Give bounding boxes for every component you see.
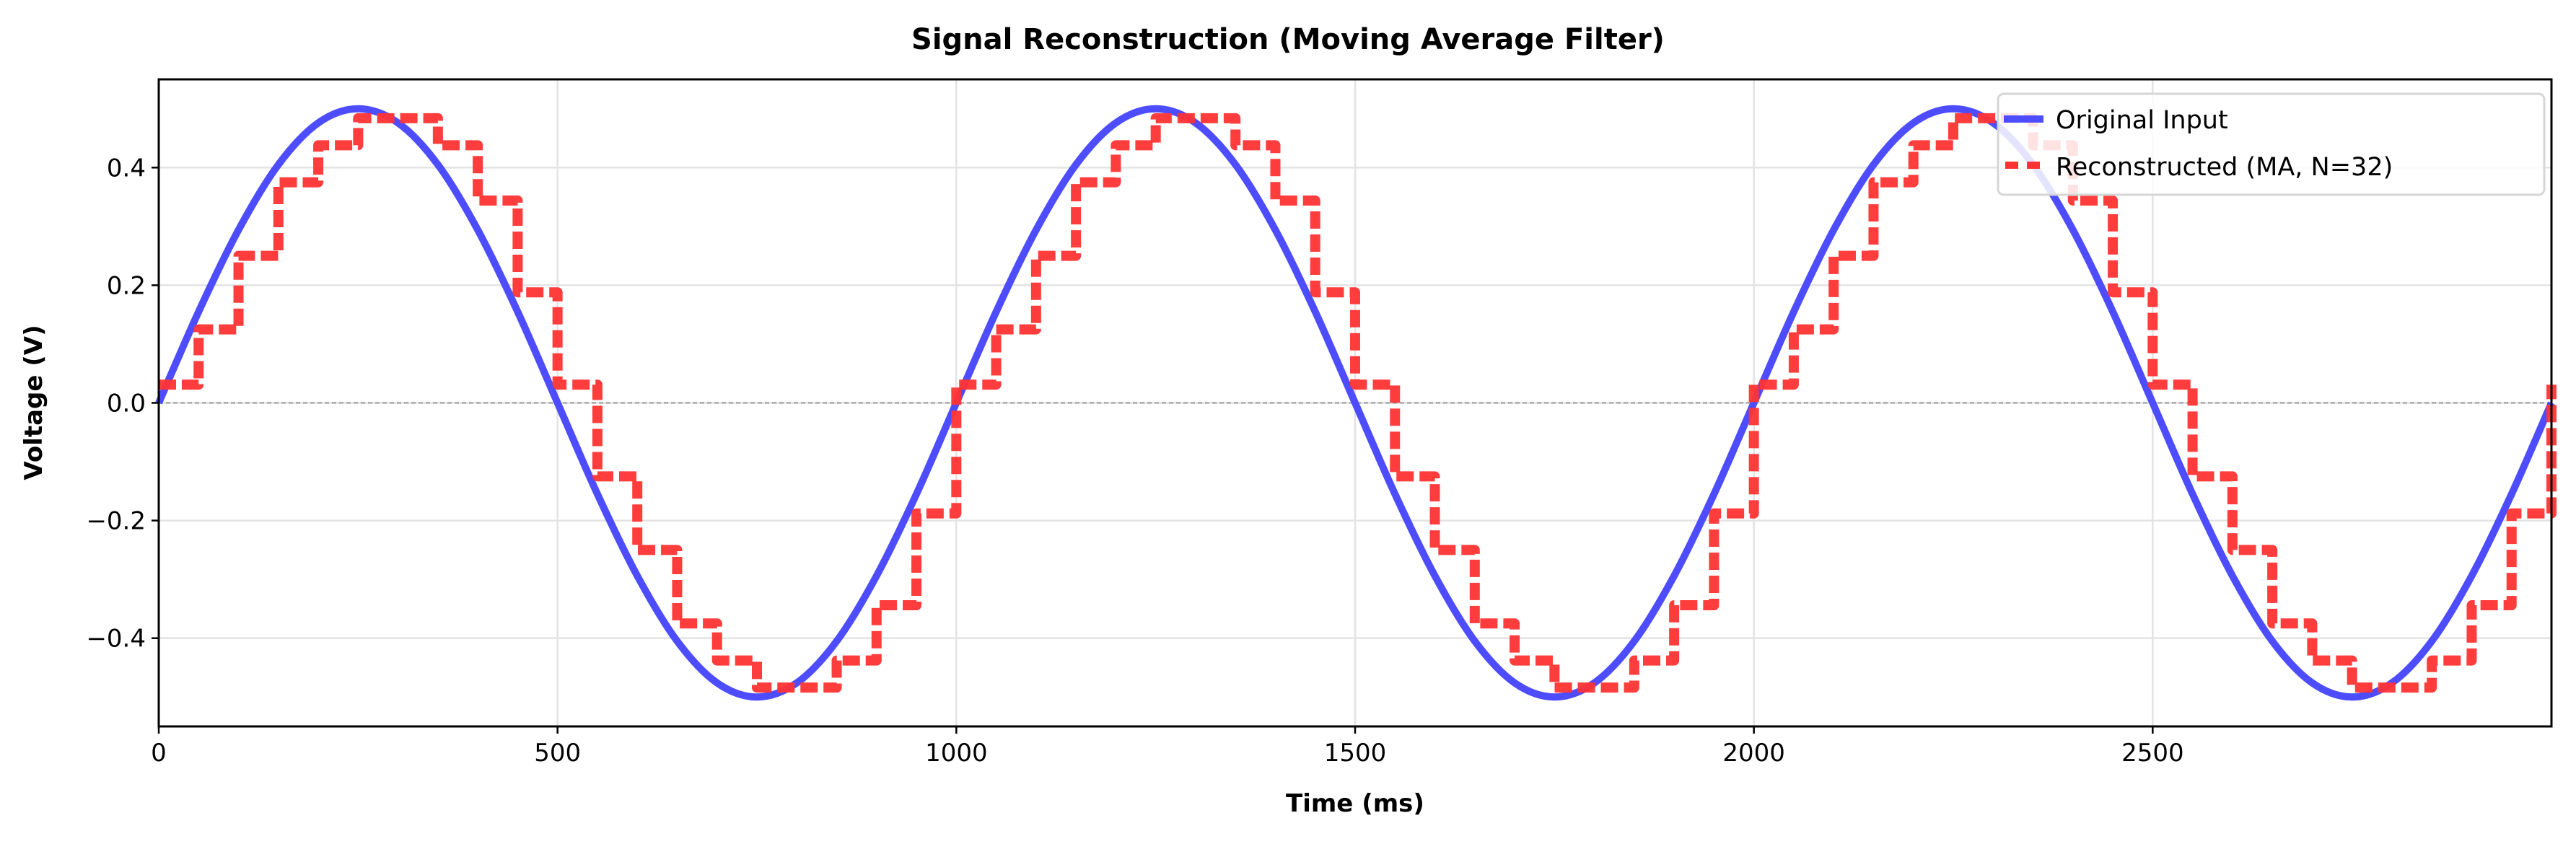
x-axis: 0 500 1000 1500 2000 2500 xyxy=(151,726,2184,768)
y-axis: −0.4 −0.2 0.0 0.2 0.4 xyxy=(86,154,159,654)
x-axis-label: Time (ms) xyxy=(1286,789,1424,818)
series-reconstructed-line xyxy=(159,113,2557,693)
series-original-input-line xyxy=(155,105,2555,701)
x-tick-label: 1500 xyxy=(1324,739,1387,768)
y-tick-label: 0.4 xyxy=(107,154,146,183)
y-tick-label: −0.2 xyxy=(86,507,146,536)
y-tick-label: −0.4 xyxy=(86,625,146,654)
x-tick-label: 2500 xyxy=(2121,739,2184,768)
x-tick-label: 500 xyxy=(534,739,581,768)
legend-label-reconstructed: Reconstructed (MA, N=32) xyxy=(2056,153,2393,182)
x-tick-label: 0 xyxy=(151,739,167,768)
y-tick-label: 0.2 xyxy=(107,271,146,300)
legend-box xyxy=(1997,92,2546,196)
series-layer xyxy=(155,105,2557,701)
chart-title: Signal Reconstruction (Moving Average Fi… xyxy=(911,23,1665,56)
legend: Original Input Reconstructed (MA, N=32) xyxy=(1997,92,2546,196)
x-tick-label: 1000 xyxy=(925,739,988,768)
y-tick-label: 0.0 xyxy=(107,390,146,418)
y-axis-label: Voltage (V) xyxy=(19,325,48,480)
legend-label-original: Original Input xyxy=(2056,106,2228,135)
x-tick-label: 2000 xyxy=(1722,739,1785,768)
